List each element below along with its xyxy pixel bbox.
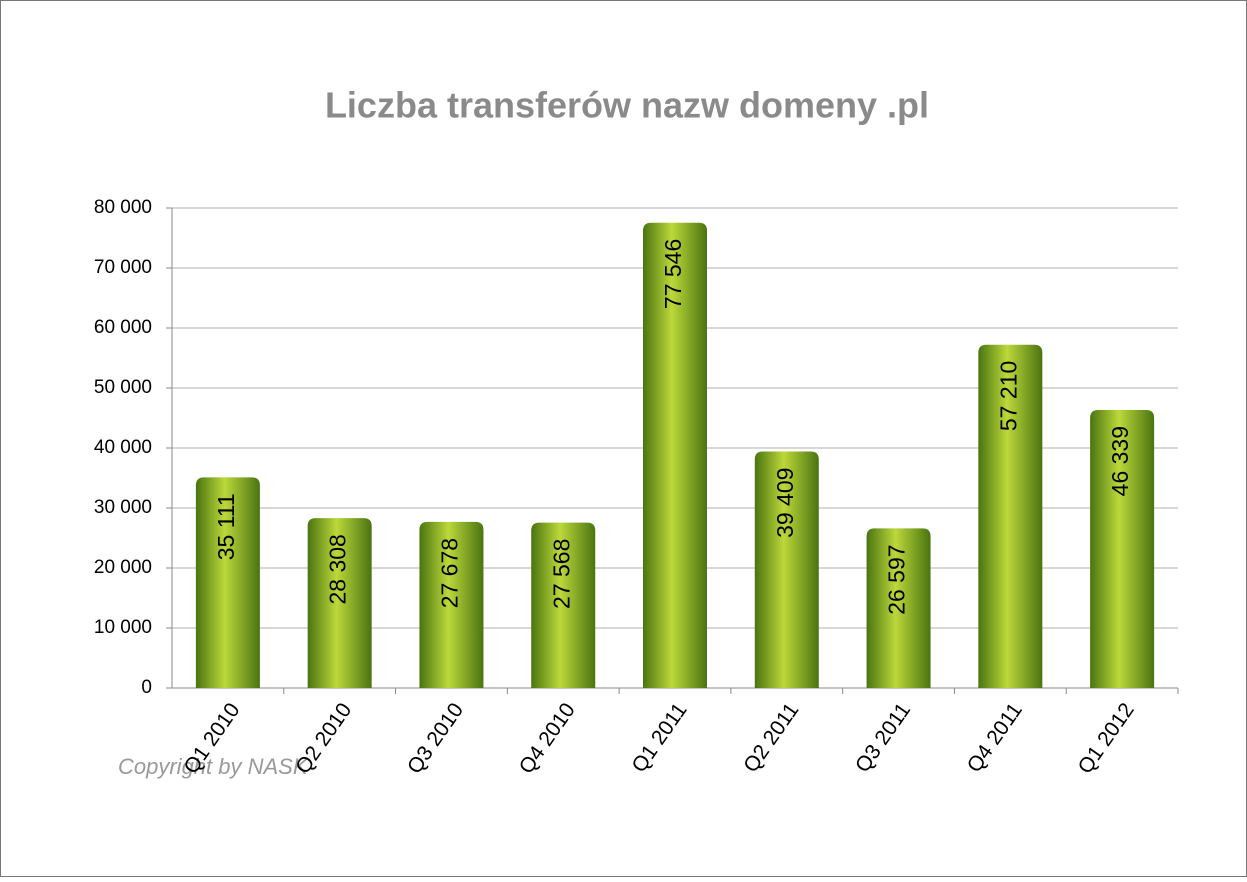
value-label: 26 597 bbox=[884, 544, 910, 614]
y-tick-label: 80 000 bbox=[94, 197, 152, 218]
copyright: Copyright by NASK bbox=[118, 754, 309, 779]
value-label: 77 546 bbox=[660, 239, 686, 309]
value-label: 27 568 bbox=[548, 539, 574, 609]
y-tick-label: 0 bbox=[141, 677, 152, 698]
y-tick-label: 10 000 bbox=[94, 617, 152, 638]
bar bbox=[1090, 409, 1155, 688]
bar bbox=[531, 522, 596, 688]
bar bbox=[978, 344, 1043, 688]
y-tick-label: 70 000 bbox=[94, 257, 152, 278]
y-tick-label: 50 000 bbox=[94, 377, 152, 398]
y-tick-label: 20 000 bbox=[94, 557, 152, 578]
y-tick-label: 60 000 bbox=[94, 317, 152, 338]
bar bbox=[307, 518, 372, 688]
bar bbox=[419, 521, 484, 688]
value-label: 39 409 bbox=[772, 468, 798, 538]
y-tick-label: 30 000 bbox=[94, 497, 152, 518]
value-label: 35 111 bbox=[213, 493, 239, 560]
bar bbox=[754, 451, 819, 688]
bar bbox=[195, 477, 260, 688]
bar bbox=[643, 222, 707, 688]
bar bbox=[866, 528, 931, 688]
y-tick-label: 40 000 bbox=[94, 437, 152, 458]
value-label: 46 339 bbox=[1107, 426, 1133, 496]
value-label: 27 678 bbox=[437, 538, 463, 608]
value-label: 57 210 bbox=[995, 361, 1021, 431]
value-label: 28 308 bbox=[325, 534, 351, 604]
chart-title: Liczba transferów nazw domeny .pl bbox=[325, 85, 929, 126]
